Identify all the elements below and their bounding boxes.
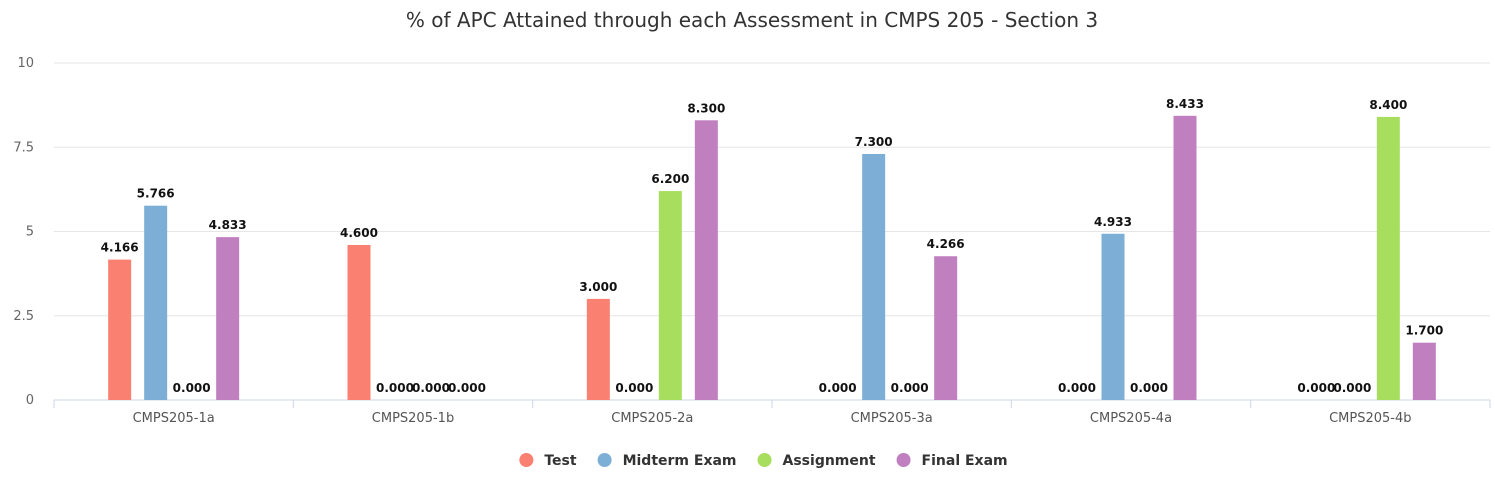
y-tick-label: 5 <box>26 225 34 240</box>
data-label: 0.000 <box>1297 381 1335 395</box>
data-label: 8.300 <box>687 101 725 115</box>
data-label: 7.300 <box>855 135 893 149</box>
y-tick-label: 2.5 <box>13 309 34 324</box>
data-label: 0.000 <box>1058 381 1096 395</box>
data-label: 5.766 <box>137 187 175 201</box>
gridlines <box>54 62 1490 317</box>
data-label: 0.000 <box>891 381 929 395</box>
y-tick-label: 7.5 <box>13 140 34 155</box>
y-axis: 0 2.5 5 7.5 10 <box>13 56 34 408</box>
data-label: 0.000 <box>376 381 414 395</box>
x-tick-label: CMPS205-3a <box>851 411 933 426</box>
legend-item[interactable]: Final Exam <box>896 453 1008 469</box>
data-label: 0.000 <box>1130 381 1168 395</box>
bar[interactable] <box>144 205 168 400</box>
bar[interactable] <box>347 244 371 400</box>
legend-item[interactable]: Midterm Exam <box>597 453 737 469</box>
data-label: 4.933 <box>1094 215 1132 229</box>
data-label: 4.166 <box>101 241 139 255</box>
data-labels: 4.1665.7660.0004.8334.6000.0000.0000.000… <box>101 97 1444 395</box>
data-label: 4.600 <box>340 226 378 240</box>
legend-marker <box>757 453 772 467</box>
legend: Test Midterm Exam Assignment Final Exam <box>519 453 1008 469</box>
x-axis: CMPS205-1a CMPS205-1b CMPS205-2a CMPS205-3a… <box>53 399 1491 426</box>
legend-item[interactable]: Test <box>519 453 577 469</box>
bar[interactable] <box>1101 233 1125 400</box>
data-label: 3.000 <box>579 280 617 294</box>
x-tick-label: CMPS205-1a <box>133 411 215 426</box>
data-label: 0.000 <box>819 381 857 395</box>
data-label: 6.200 <box>651 172 689 186</box>
x-tick-label: CMPS205-1b <box>372 411 454 426</box>
legend-label: Test <box>544 453 577 469</box>
data-label: 8.433 <box>1166 97 1204 111</box>
bar[interactable] <box>934 256 958 400</box>
legend-marker <box>519 453 534 467</box>
data-label: 1.700 <box>1405 324 1443 338</box>
legend-label: Midterm Exam <box>623 453 737 469</box>
y-tick-label: 0 <box>26 393 34 408</box>
data-label: 0.000 <box>412 381 450 395</box>
legend-marker <box>896 453 911 467</box>
bar[interactable] <box>862 153 886 400</box>
legend-marker <box>597 453 612 467</box>
bar[interactable] <box>694 120 718 400</box>
chart-title: % of APC Attained through each Assessmen… <box>406 8 1098 32</box>
bar[interactable] <box>1412 342 1436 400</box>
x-tick-label: CMPS205-4b <box>1329 411 1411 426</box>
bar[interactable] <box>1376 116 1400 401</box>
bar[interactable] <box>216 237 240 400</box>
bar[interactable] <box>658 191 682 400</box>
legend-label: Assignment <box>783 453 876 469</box>
bar[interactable] <box>1173 115 1197 401</box>
data-label: 0.000 <box>448 381 486 395</box>
y-tick-label: 10 <box>17 56 34 71</box>
bar[interactable] <box>586 298 610 400</box>
x-tick-label: CMPS205-4a <box>1090 411 1172 426</box>
data-label: 4.266 <box>927 237 965 251</box>
legend-label: Final Exam <box>922 453 1008 469</box>
data-label: 8.400 <box>1369 98 1407 112</box>
bars <box>108 115 1436 401</box>
data-label: 4.833 <box>209 218 247 232</box>
data-label: 0.000 <box>615 381 653 395</box>
data-label: 0.000 <box>1333 381 1371 395</box>
legend-item[interactable]: Assignment <box>757 453 876 469</box>
x-tick-label: CMPS205-2a <box>611 411 693 426</box>
data-label: 0.000 <box>173 381 211 395</box>
bar[interactable] <box>108 259 132 400</box>
